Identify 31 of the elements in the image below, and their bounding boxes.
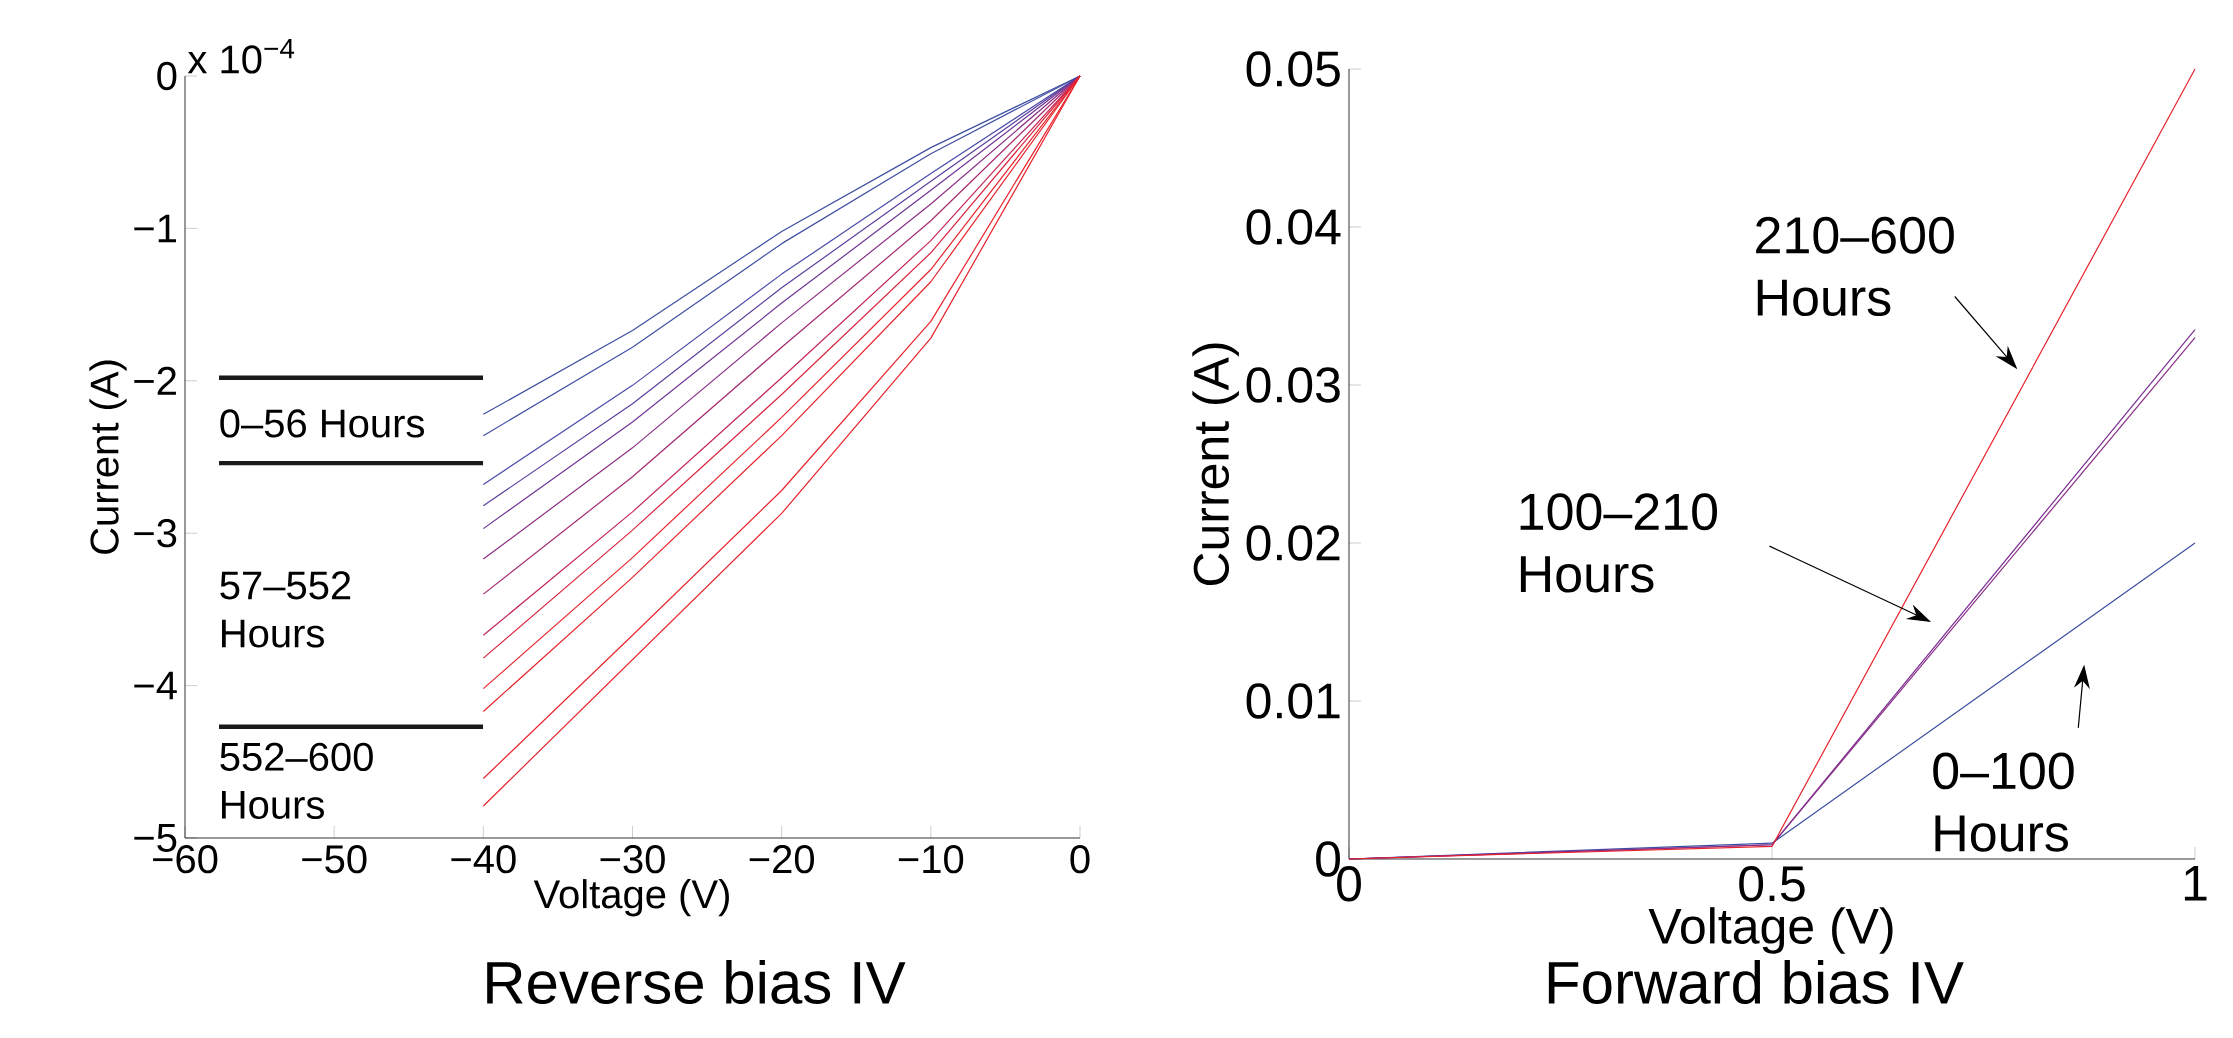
y-tick-label: 0.04 [1246, 209, 1341, 245]
annotation: 0–100 Hours [1933, 752, 2074, 852]
y-tick-label: −3 [134, 519, 177, 548]
annotation: 552–600 Hours [220, 742, 373, 819]
y-tick-label: 0.05 [1246, 51, 1340, 87]
y-tick-label: 0.02 [1246, 525, 1340, 561]
annotation: 0–56 Hours [220, 409, 424, 438]
y-tick-label: 0.01 [1246, 683, 1340, 719]
y-tick-label: −1 [134, 214, 176, 243]
x-tick-label: −20 [749, 845, 815, 874]
x-tick-label: 1 [2184, 866, 2207, 901]
y-tick-label: −4 [134, 671, 177, 700]
x-tick-label: −10 [898, 845, 964, 874]
x-axis-title: Voltage (V) [1648, 907, 1893, 954]
annotation: 210–600 Hours [1756, 216, 1954, 317]
text: Reverse bias IV [487, 959, 906, 1005]
text: Forward bias IV [1548, 959, 1964, 1005]
y-axis-title: Current (A) [1192, 343, 1239, 586]
y-axis-title: Current (A) [89, 360, 127, 554]
x-tick-label: −50 [302, 845, 367, 874]
x-tick-label: −30 [600, 845, 665, 874]
x-tick-label: −40 [451, 845, 516, 874]
annotation: 57–552 Hours [220, 571, 351, 648]
annotation: 100–210 Hours [1520, 493, 1717, 593]
y-tick-label: 0.03 [1246, 367, 1340, 403]
y-tick-label: −2 [134, 366, 176, 395]
x-tick-label: 0 [1070, 845, 1090, 874]
y-tick-label: 0 [157, 61, 177, 91]
text: x 10$^{−4}$ [187, 38, 295, 74]
x-axis-title: Voltage (V) [533, 879, 729, 917]
x-tick-label: 0.5 [1739, 866, 1805, 902]
